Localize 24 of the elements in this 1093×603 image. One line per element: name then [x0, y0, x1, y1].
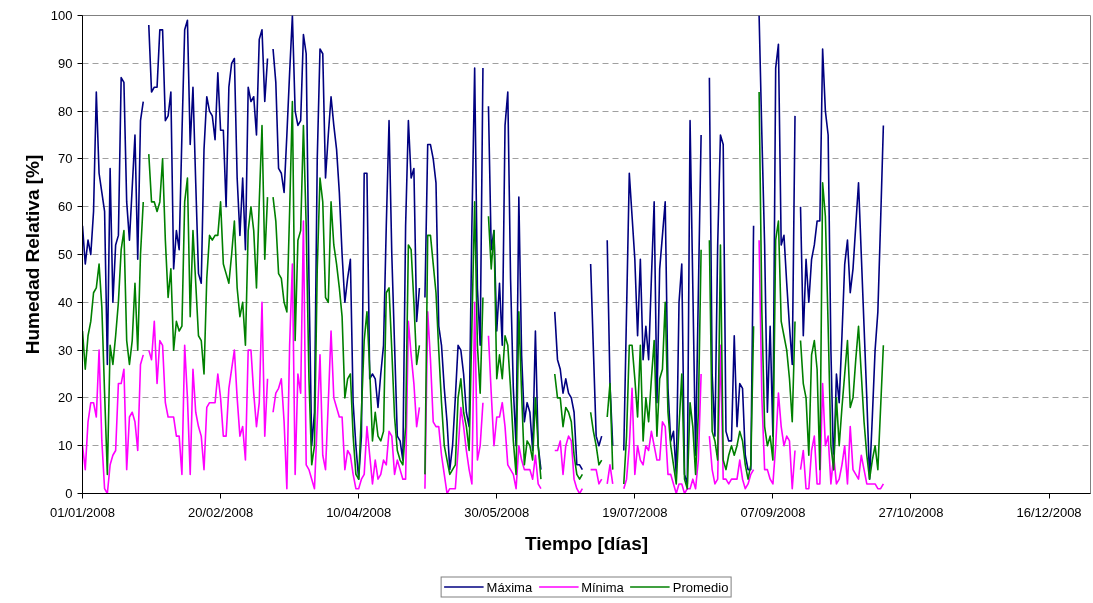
x-tick-label: 19/07/2008	[602, 504, 668, 520]
y-tick-label: 40	[58, 294, 73, 310]
x-tick-label: 01/01/2008	[49, 504, 116, 520]
y-tick-label: 0	[65, 486, 73, 501]
x-tick-label: 10/04/2008	[326, 504, 392, 520]
x-axis-title: Tiempo [días]	[524, 532, 649, 554]
y-tick-label: 100	[50, 8, 73, 23]
y-tick-label: 80	[58, 103, 73, 119]
legend-label: Mínima	[581, 579, 624, 594]
legend-label: Promedio	[672, 579, 729, 594]
x-tick-label: 30/05/2008	[464, 504, 530, 520]
x-tick-label: 27/10/2008	[878, 504, 944, 520]
x-tick-label: 20/02/2008	[188, 504, 254, 520]
x-tick-label: 16/12/2008	[1016, 504, 1082, 520]
y-tick-label: 90	[58, 55, 73, 71]
y-tick-label: 70	[58, 151, 73, 167]
y-axis-title: Humedad Relativa [%]	[21, 154, 43, 355]
y-tick-label: 10	[58, 438, 73, 454]
y-tick-label: 60	[58, 199, 73, 215]
y-tick-label: 50	[58, 247, 73, 262]
legend-label: Máxima	[486, 579, 533, 594]
x-tick-label: 07/09/2008	[740, 504, 806, 520]
y-tick-label: 30	[58, 342, 73, 358]
y-tick-label: 20	[58, 390, 73, 406]
